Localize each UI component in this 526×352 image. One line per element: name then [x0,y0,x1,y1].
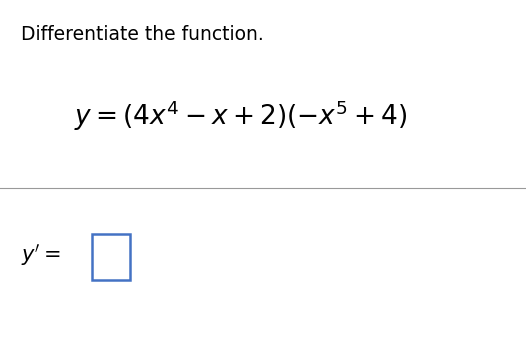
FancyBboxPatch shape [92,234,130,280]
Text: $y = \left(4x^{4} - x + 2\right)\left(-x^{5} + 4\right)$: $y = \left(4x^{4} - x + 2\right)\left(-x… [74,99,407,133]
Text: $y' =$: $y' =$ [21,242,61,268]
Text: Differentiate the function.: Differentiate the function. [21,25,264,44]
